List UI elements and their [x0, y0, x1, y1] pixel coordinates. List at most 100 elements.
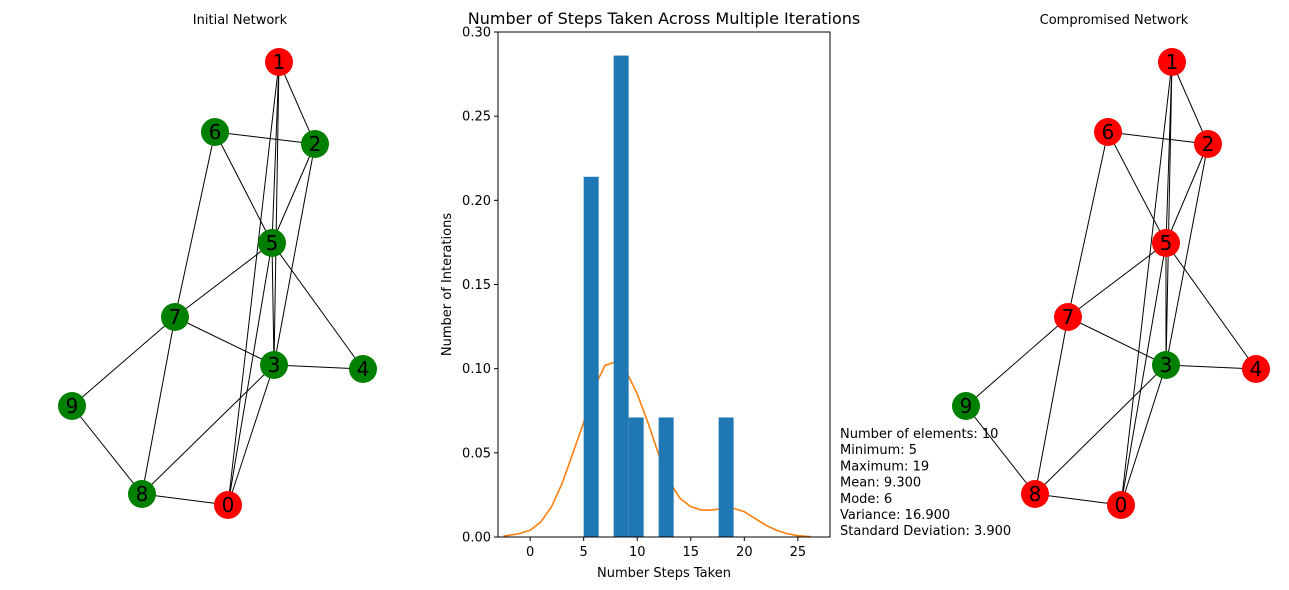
initial-node-circle-9	[58, 392, 86, 420]
x-tick-label: 20	[736, 545, 753, 560]
y-tick-label: 0.20	[462, 194, 491, 209]
compromised-edge-3-8	[1034, 364, 1167, 495]
initial-network-edges	[71, 61, 364, 506]
initial-edge-2-3	[273, 143, 316, 366]
compromised-node-7: 7	[1054, 303, 1082, 331]
compromised-edge-2-5	[1165, 143, 1209, 244]
initial-network-title: Initial Network	[193, 13, 288, 28]
compromised-node-2: 2	[1194, 130, 1222, 158]
initial-node-2: 2	[301, 130, 329, 158]
x-axis-ticks: 0 5 10 15 20 25	[526, 537, 806, 560]
initial-node-circle-7	[161, 303, 189, 331]
compromised-node-label-6: 6	[1102, 120, 1115, 144]
compromised-node-label-1: 1	[1166, 50, 1179, 74]
initial-edge-6-7	[174, 131, 216, 318]
compromised-edge-7-8	[1034, 316, 1069, 495]
compromised-edge-1-3	[1165, 61, 1173, 366]
initial-edge-5-4	[271, 242, 364, 370]
initial-node-label-9: 9	[66, 394, 79, 418]
compromised-node-label-2: 2	[1202, 132, 1215, 156]
compromised-edge-1-2	[1171, 61, 1209, 145]
y-tick-label: 0.10	[462, 362, 491, 377]
initial-node-label-8: 8	[136, 482, 149, 506]
initial-edge-1-3	[273, 61, 280, 366]
compromised-edge-6-2	[1107, 131, 1209, 145]
initial-edge-3-0	[227, 364, 275, 506]
initial-node-label-2: 2	[309, 132, 322, 156]
compromised-node-circle-9	[952, 392, 980, 420]
initial-edge-1-0	[227, 61, 280, 506]
compromised-node-label-9: 9	[960, 394, 973, 418]
histogram-bar-2	[628, 417, 644, 537]
compromised-node-1: 1	[1158, 48, 1186, 76]
initial-network-nodes: 0 1 2 3 4 5 6 7 8 9	[58, 48, 377, 519]
stat-line: Standard Deviation: 3.900	[840, 524, 1011, 539]
compromised-node-4: 4	[1242, 355, 1270, 383]
compromised-network-title: Compromised Network	[1040, 13, 1189, 28]
initial-node-6: 6	[201, 118, 229, 146]
initial-node-circle-1	[265, 48, 293, 76]
compromised-edge-3-4	[1165, 364, 1257, 370]
compromised-node-0: 0	[1107, 491, 1135, 519]
initial-node-circle-8	[128, 480, 156, 508]
initial-node-7: 7	[161, 303, 189, 331]
initial-edge-7-8	[141, 316, 176, 495]
x-axis-label: Number Steps Taken	[597, 566, 731, 581]
initial-edge-3-4	[273, 364, 364, 370]
compromised-edge-5-7	[1067, 242, 1167, 318]
compromised-edge-8-0	[1034, 493, 1122, 506]
compromised-node-circle-3	[1152, 351, 1180, 379]
x-tick-label: 5	[580, 545, 588, 560]
initial-node-1: 1	[265, 48, 293, 76]
initial-edge-5-0	[227, 242, 273, 506]
initial-node-label-6: 6	[209, 120, 222, 144]
compromised-edge-5-4	[1165, 242, 1257, 370]
initial-edge-7-9	[71, 316, 176, 407]
stat-line: Minimum: 5	[840, 443, 917, 458]
histogram-bar-4	[718, 417, 734, 537]
initial-edge-1-2	[278, 61, 316, 145]
compromised-node-9: 9	[952, 392, 980, 420]
compromised-node-label-5: 5	[1160, 231, 1173, 255]
y-axis-ticks: 0.00 0.05 0.10 0.15 0.20 0.25 0.30	[462, 26, 498, 546]
compromised-edge-2-3	[1165, 143, 1209, 366]
compromised-network-edges	[965, 61, 1257, 506]
compromised-network-graph: Compromised Network 0 1 2 3 4 5 6 7 8 9	[952, 13, 1270, 519]
compromised-node-label-4: 4	[1250, 357, 1263, 381]
histogram-bars	[583, 55, 734, 537]
compromised-node-3: 3	[1152, 351, 1180, 379]
y-axis-label: Number of Interations	[440, 213, 455, 356]
initial-node-4: 4	[349, 355, 377, 383]
compromised-node-5: 5	[1152, 229, 1180, 257]
compromised-edge-1-0	[1120, 61, 1173, 506]
stat-line: Mode: 6	[840, 492, 892, 507]
initial-node-label-7: 7	[169, 305, 182, 329]
initial-edge-5-3	[271, 242, 275, 366]
compromised-node-circle-6	[1094, 118, 1122, 146]
initial-node-label-5: 5	[266, 231, 279, 255]
compromised-node-circle-2	[1194, 130, 1222, 158]
compromised-edge-7-9	[965, 316, 1069, 407]
stat-line: Variance: 16.900	[840, 508, 950, 523]
compromised-node-6: 6	[1094, 118, 1122, 146]
compromised-node-label-0: 0	[1115, 493, 1128, 517]
initial-node-label-1: 1	[273, 50, 286, 74]
compromised-edge-9-8	[965, 405, 1036, 495]
initial-edge-3-8	[141, 364, 275, 495]
compromised-node-8: 8	[1021, 480, 1049, 508]
initial-edge-9-8	[71, 405, 143, 495]
initial-node-9: 9	[58, 392, 86, 420]
initial-node-3: 3	[260, 351, 288, 379]
y-tick-label: 0.00	[462, 531, 491, 546]
initial-node-circle-3	[260, 351, 288, 379]
initial-node-circle-6	[201, 118, 229, 146]
compromised-node-circle-5	[1152, 229, 1180, 257]
initial-node-0: 0	[214, 491, 242, 519]
initial-network-graph: Initial Network 0 1 2 3 4 5 6 7 8 9	[58, 13, 377, 519]
initial-node-circle-4	[349, 355, 377, 383]
initial-edge-6-5	[214, 131, 273, 244]
compromised-node-circle-7	[1054, 303, 1082, 331]
initial-node-circle-5	[258, 229, 286, 257]
